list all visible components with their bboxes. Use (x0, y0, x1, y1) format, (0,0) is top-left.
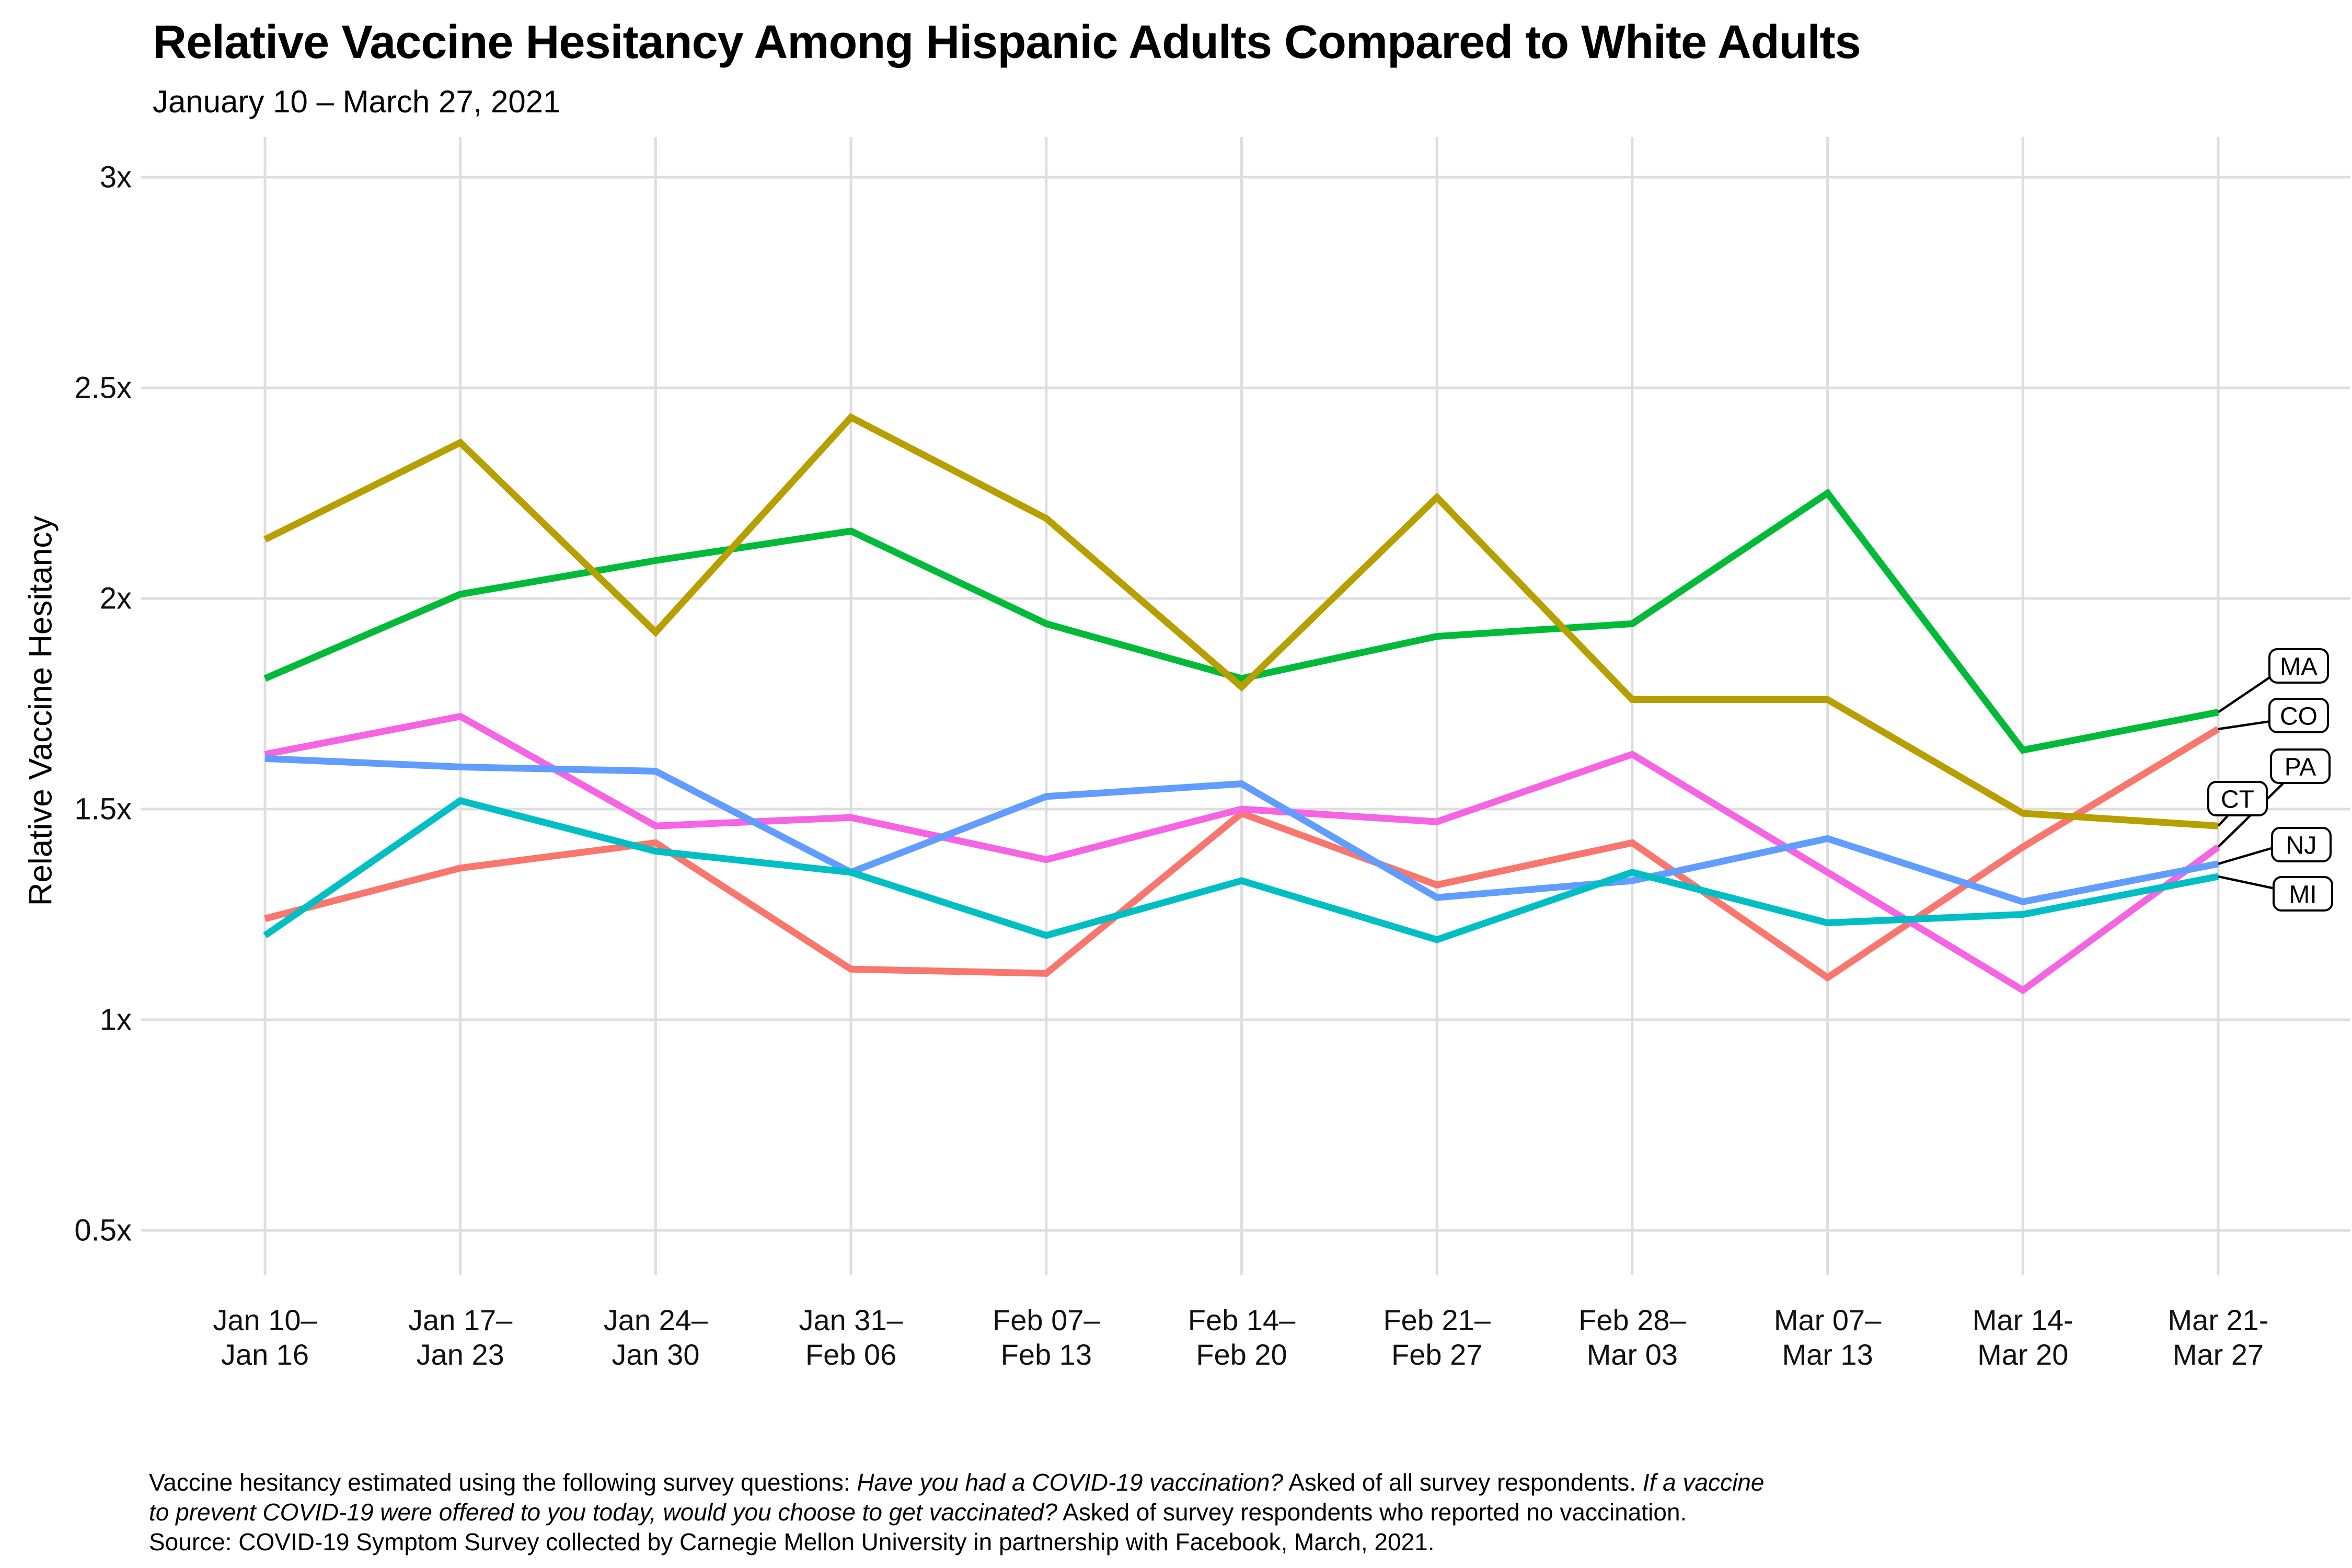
series-line-CO (264, 726, 2220, 982)
y-tick-label: 1x (100, 1003, 132, 1037)
series-label-PA: PA (2285, 754, 2316, 781)
x-tick-label: Jan 10– Jan 16 (213, 1304, 317, 1371)
leader-line-MA (2217, 676, 2272, 713)
series-label-box-CT (2207, 781, 2268, 816)
x-tick-label: Jan 31– Feb 06 (799, 1304, 903, 1371)
y-tick-label: 3x (100, 160, 132, 194)
y-tick-label: 0.5x (74, 1214, 132, 1248)
y-tick-label: 2x (100, 582, 132, 616)
series-label-CT: CT (2221, 786, 2254, 814)
x-tick-label: Feb 14– Feb 20 (1188, 1304, 1296, 1371)
series-label-MA: MA (2280, 653, 2318, 681)
x-tick-label: Mar 14-Mar 20 (1973, 1304, 2073, 1371)
series-lines (263, 413, 2220, 995)
series-label-box-CO (2268, 698, 2329, 733)
leader-line-MI (2218, 875, 2275, 890)
x-tick-label: Mar 21-Mar 27 (2168, 1304, 2269, 1371)
caption-line: Vaccine hesitancy estimated using the fo… (149, 1468, 1765, 1497)
leader-line-CO (2218, 720, 2271, 731)
series-label-box-MA (2268, 648, 2329, 684)
caption-italic-segment: to prevent COVID-19 were offered to you … (149, 1498, 1057, 1526)
x-tick-label: Feb 07– Feb 13 (993, 1304, 1100, 1371)
grid (141, 137, 2350, 1275)
caption-segment: Vaccine hesitancy estimated using the fo… (149, 1469, 857, 1496)
series-line-CT (263, 413, 2219, 829)
caption-segment: Asked of survey respondents who reported… (1057, 1498, 1687, 1526)
x-tick-label: Feb 28– Mar 03 (1578, 1304, 1686, 1371)
caption-segment: Asked of all survey respondents. (1283, 1469, 1643, 1496)
y-tick-label: 1.5x (74, 792, 132, 826)
series-line-PA (264, 712, 2220, 995)
axis-labels: 3x 2.5x 2x 1.5x 1x 0.5x Jan 10– Jan 16 Jan 17– Ja… (74, 160, 2268, 1371)
x-tick-label: Jan 24– Jan 30 (604, 1304, 708, 1371)
caption-line: Source: COVID-19 Symptom Survey collecte… (149, 1527, 1765, 1557)
x-tick-label: Feb 21– Feb 27 (1383, 1304, 1491, 1371)
caption-line: to prevent COVID-19 were offered to you … (149, 1497, 1765, 1527)
series-line-NJ (264, 755, 2219, 906)
series-label-NJ: NJ (2286, 832, 2317, 860)
series-label-CO: CO (2280, 703, 2318, 731)
series-label-box-PA (2270, 748, 2331, 784)
series-line-MI (263, 797, 2219, 943)
caption-italic-segment: If a vaccine (1642, 1469, 1765, 1496)
series-label-box-MI (2273, 876, 2333, 912)
chart-title: Relative Vaccine Hesitancy Among Hispani… (153, 16, 1861, 68)
y-tick-label: 2.5x (74, 371, 132, 405)
label-leaders (2217, 676, 2284, 890)
x-tick-label: Mar 07– Mar 13 (1774, 1304, 1882, 1371)
leader-line-NJ (2218, 846, 2274, 865)
series-label-box-NJ (2271, 827, 2332, 862)
caption-italic-segment: Have you had a COVID-19 vaccination? (857, 1469, 1283, 1496)
caption: Vaccine hesitancy estimated using the fo… (149, 1468, 1765, 1557)
series-label-MI: MI (2289, 881, 2316, 909)
caption-segment: Source: COVID-19 Symptom Survey collecte… (149, 1528, 1435, 1555)
chart-subtitle: January 10 – March 27, 2021 (153, 84, 561, 119)
label-boxes: MA CO PA CT NJ MI (2207, 648, 2333, 912)
x-tick-label: Jan 17– Jan 23 (408, 1304, 513, 1371)
leader-line-CT (2217, 815, 2229, 827)
